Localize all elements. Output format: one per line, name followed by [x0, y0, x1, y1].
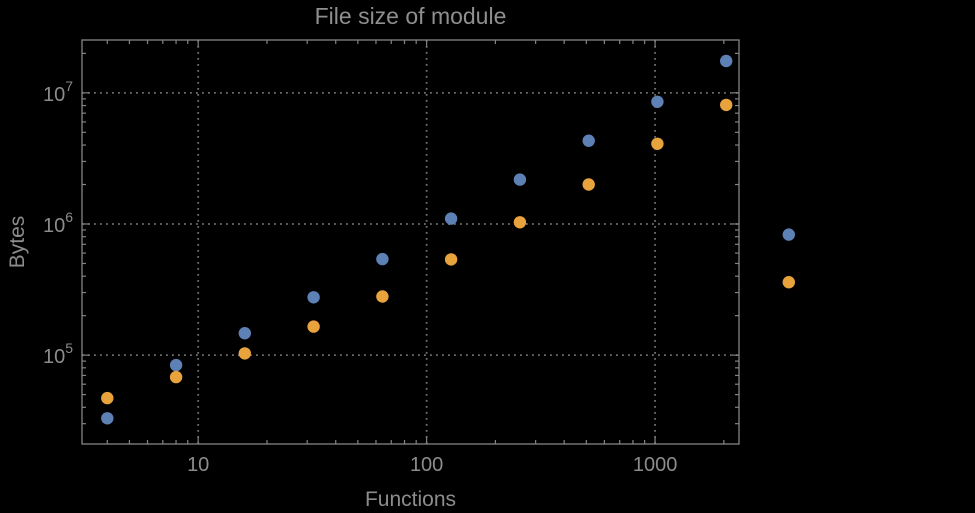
- data-points: [101, 54, 795, 425]
- data-point-blue: [101, 412, 114, 425]
- x-tick-label: 100: [410, 454, 443, 476]
- axis-ticks: [82, 40, 739, 444]
- data-point-blue: [513, 173, 527, 186]
- x-tick-label: 10: [187, 454, 209, 476]
- y-tick-label: 106: [43, 209, 73, 237]
- data-point-orange: [169, 370, 183, 384]
- data-point-blue: [238, 327, 251, 340]
- data-point-orange: [651, 137, 664, 150]
- data-point-orange: [720, 98, 733, 112]
- data-point-blue: [582, 134, 595, 147]
- chart-title: File size of module: [315, 3, 507, 29]
- tick-labels: 10 100 1000 105 106 107: [43, 78, 677, 476]
- data-point-blue: [169, 358, 183, 372]
- data-point-blue: [307, 291, 320, 304]
- data-point-blue: [720, 54, 733, 68]
- data-point-orange: [101, 391, 114, 405]
- data-point-blue: [444, 212, 458, 225]
- data-point-blue: [376, 252, 389, 266]
- y-tick-label: 107: [43, 78, 73, 106]
- data-point-orange: [513, 216, 527, 229]
- data-point-orange: [444, 253, 458, 266]
- data-point-blue: [651, 95, 664, 109]
- x-axis-label: Functions: [365, 488, 456, 511]
- x-tick-label: 1000: [633, 454, 678, 476]
- gridlines: [82, 40, 739, 444]
- y-tick-label: 105: [43, 340, 73, 368]
- data-point-orange: [782, 276, 795, 289]
- frame-rect: [81, 39, 740, 445]
- data-point-orange: [307, 320, 320, 333]
- data-point-blue: [782, 228, 795, 241]
- data-point-orange: [238, 347, 251, 360]
- plot-frame: [81, 39, 740, 445]
- y-axis-label: Bytes: [6, 216, 29, 269]
- data-point-orange: [376, 290, 389, 303]
- data-point-orange: [582, 178, 595, 191]
